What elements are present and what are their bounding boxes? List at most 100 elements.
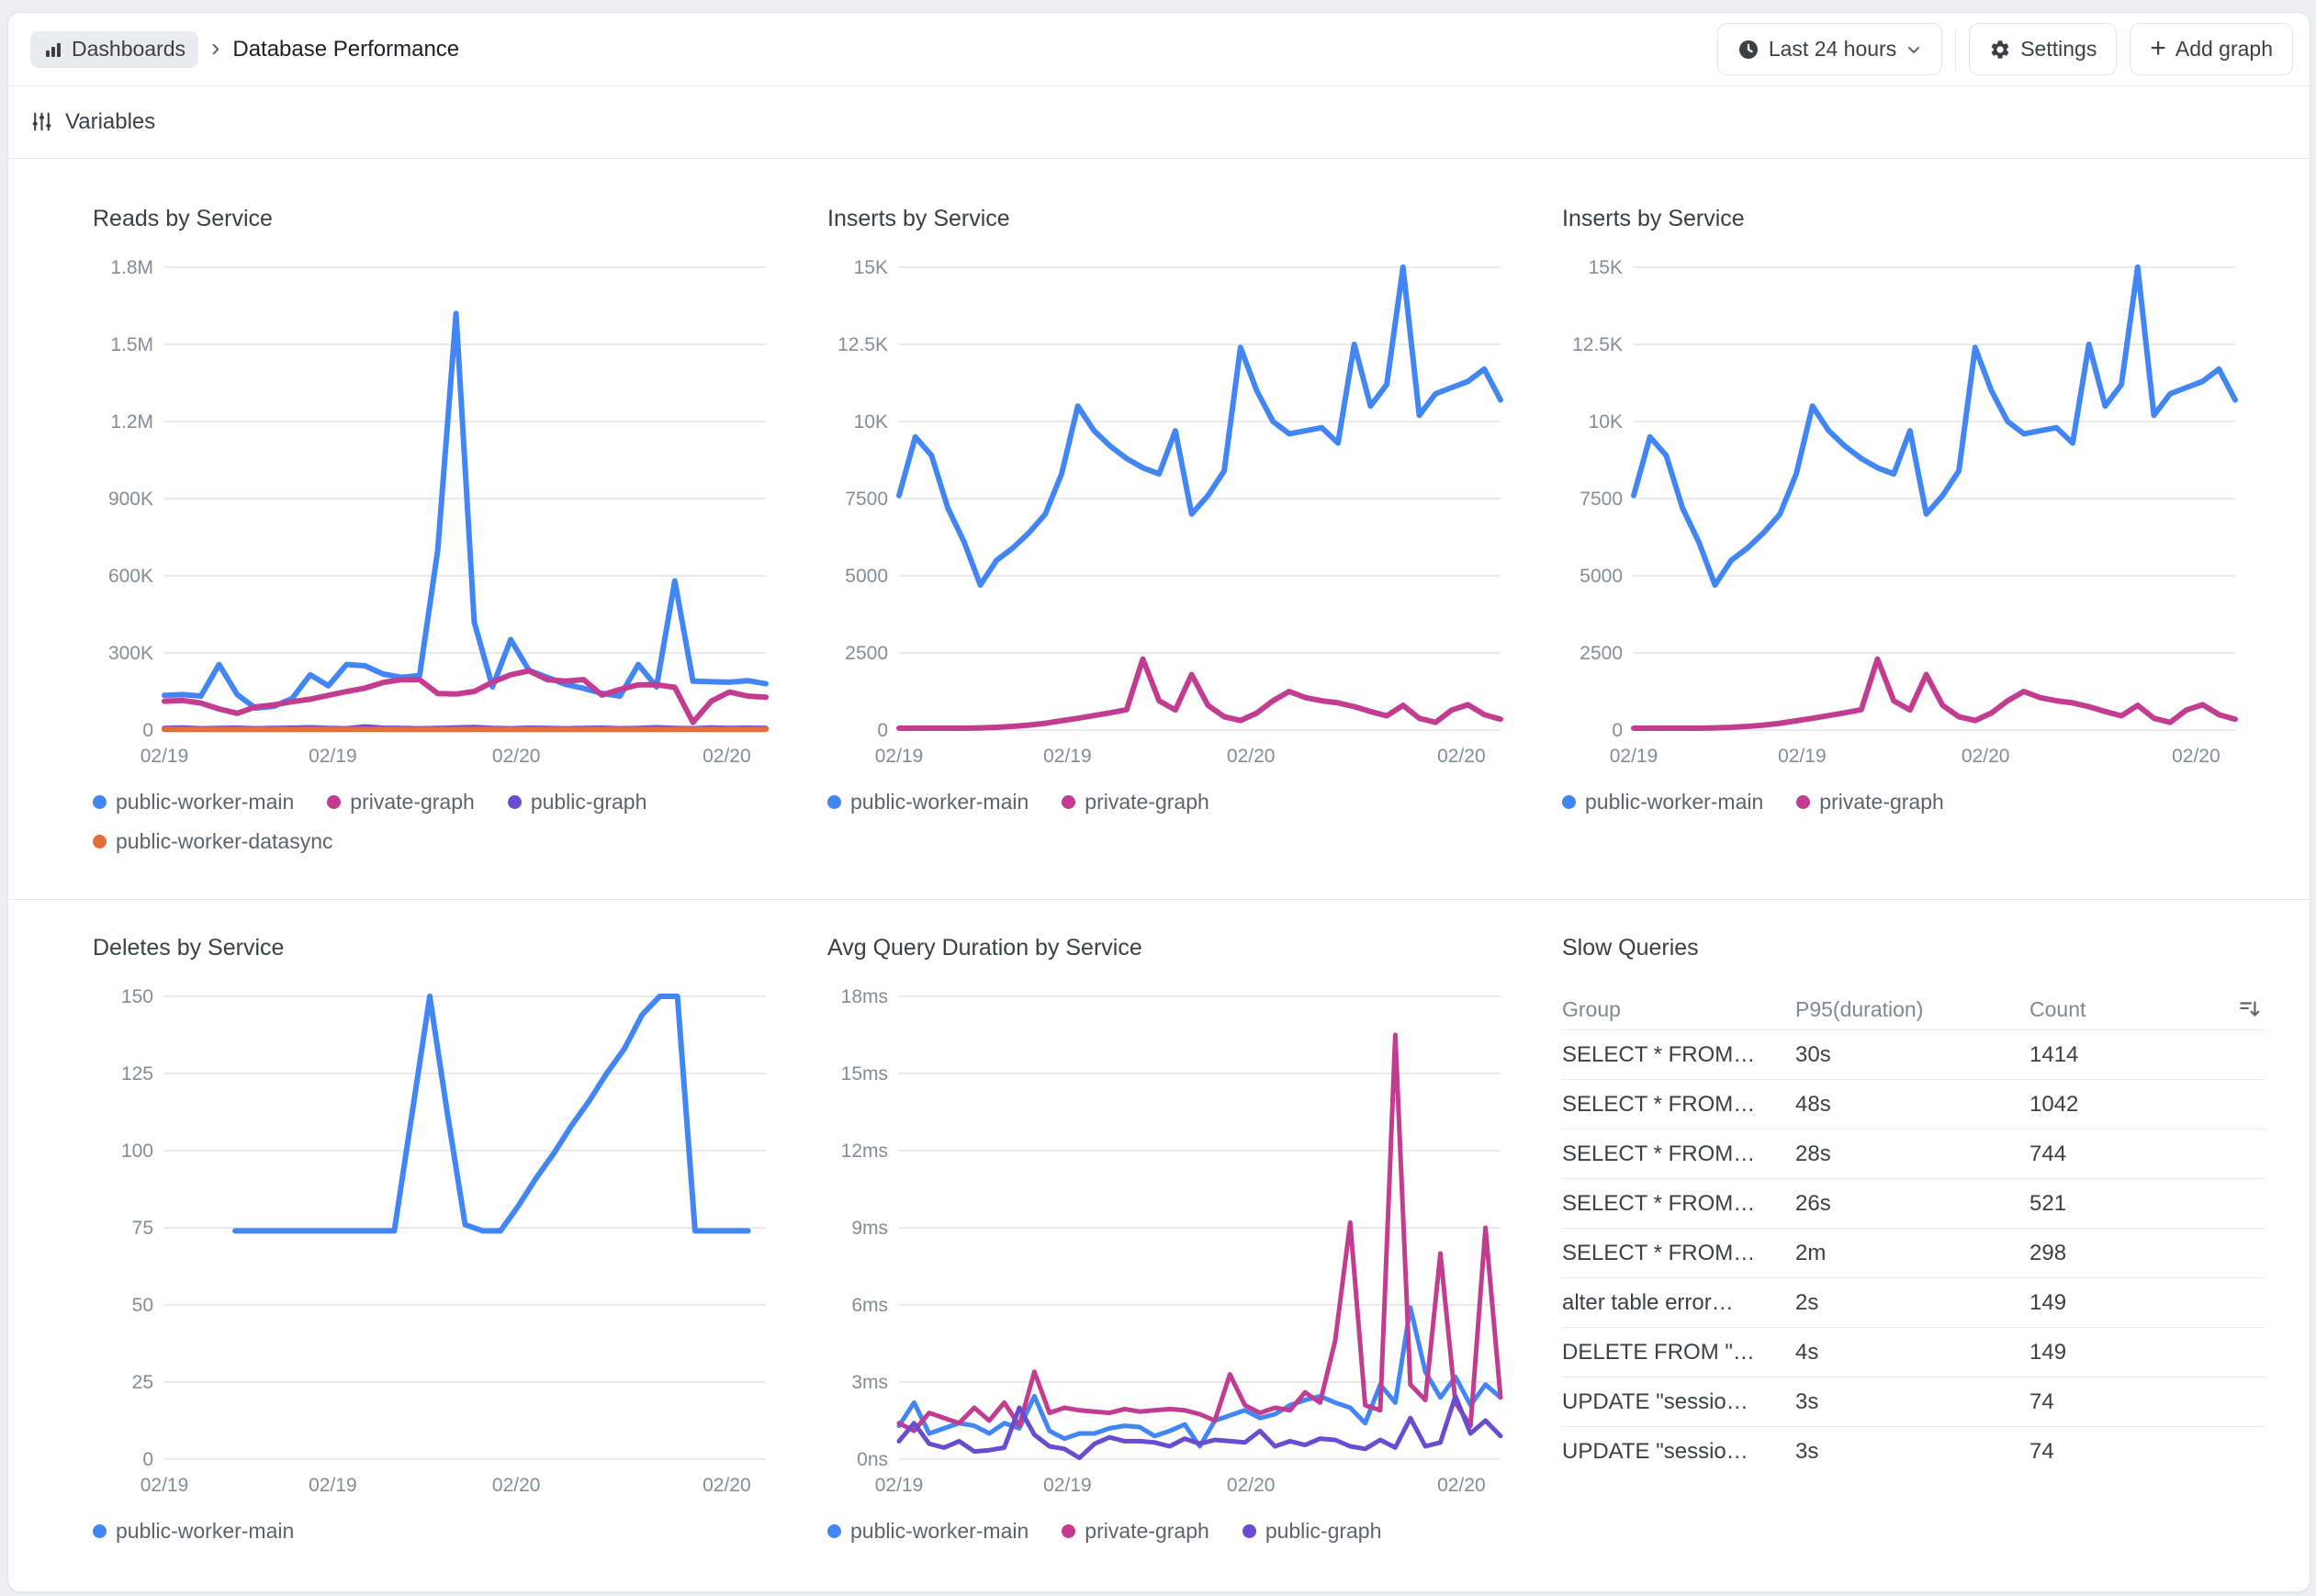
legend-label: public-worker-main bbox=[850, 790, 1029, 814]
legend-item[interactable]: private-graph bbox=[327, 790, 475, 815]
table-row[interactable]: alter table error… 2s 149 bbox=[1562, 1277, 2265, 1327]
svg-text:1.2M: 1.2M bbox=[110, 411, 153, 433]
table-row[interactable]: SELECT * FROM… 26s 521 bbox=[1562, 1178, 2265, 1228]
svg-text:02/19: 02/19 bbox=[1043, 746, 1092, 767]
legend-item[interactable]: public-worker-main bbox=[93, 1519, 294, 1544]
chart-legend: public-worker-main private-graph public-gr… bbox=[827, 1519, 1531, 1544]
svg-text:02/20: 02/20 bbox=[1962, 746, 2010, 767]
svg-text:125: 125 bbox=[121, 1063, 153, 1085]
header: Dashboards › Database Performance Last 2… bbox=[8, 13, 2310, 85]
svg-text:02/19: 02/19 bbox=[309, 746, 357, 767]
svg-text:02/19: 02/19 bbox=[1610, 746, 1658, 767]
add-graph-button[interactable]: + Add graph bbox=[2130, 23, 2293, 75]
panel-inserts-by-service: Inserts by Service 15K 12.5K 10K 7500 5000 25… bbox=[827, 205, 1531, 815]
sliders-icon bbox=[30, 110, 53, 133]
legend-item[interactable]: private-graph bbox=[1062, 1519, 1209, 1544]
table-row[interactable]: UPDATE "sessio… 3s 74 bbox=[1562, 1377, 2265, 1426]
svg-text:02/19: 02/19 bbox=[1043, 1475, 1092, 1496]
svg-text:600K: 600K bbox=[108, 566, 153, 587]
panel-title: Deletes by Service bbox=[93, 935, 285, 961]
chevron-down-icon bbox=[1906, 41, 1922, 58]
cell-group: SELECT * FROM… bbox=[1562, 1190, 1756, 1216]
line-chart: 150 125 100 75 50 25 0 02/19 02/19 02/20 02/20 bbox=[93, 986, 796, 1508]
svg-text:0ns: 0ns bbox=[857, 1449, 888, 1470]
legend-item[interactable]: public-worker-main bbox=[827, 790, 1029, 815]
legend-label: public-graph bbox=[1265, 1519, 1382, 1543]
svg-text:02/20: 02/20 bbox=[703, 746, 751, 767]
legend-dot bbox=[327, 795, 342, 809]
panel-title: Reads by Service bbox=[93, 206, 273, 231]
svg-text:7500: 7500 bbox=[845, 489, 888, 510]
svg-text:0: 0 bbox=[1612, 720, 1623, 741]
svg-text:12.5K: 12.5K bbox=[1572, 334, 1623, 355]
legend-item[interactable]: public-graph bbox=[1242, 1519, 1382, 1544]
time-range-button[interactable]: Last 24 hours bbox=[1716, 23, 1943, 75]
svg-text:02/19: 02/19 bbox=[141, 1475, 189, 1496]
table-row[interactable]: UPDATE "sessio… 3s 74 bbox=[1562, 1426, 2265, 1476]
legend-dot bbox=[827, 1524, 841, 1538]
cell-count: 149 bbox=[2029, 1339, 2067, 1365]
panel-reads-by-service: Reads by Service 1.8M 1.5M 1.2M 900K 600K 300… bbox=[93, 205, 796, 854]
svg-text:02/20: 02/20 bbox=[1437, 1475, 1486, 1496]
sort-descending-icon[interactable] bbox=[2234, 997, 2265, 1021]
svg-text:15K: 15K bbox=[854, 260, 888, 278]
svg-text:0: 0 bbox=[142, 1449, 153, 1470]
variables-divider bbox=[8, 158, 2310, 159]
table-header: Group P95(duration) Count bbox=[1562, 989, 2265, 1029]
legend-item[interactable]: public-graph bbox=[507, 790, 646, 815]
column-header-group[interactable]: Group bbox=[1562, 996, 1621, 1021]
variables-row[interactable]: Variables bbox=[30, 85, 155, 158]
table-row[interactable]: SELECT * FROM… 48s 1042 bbox=[1562, 1079, 2265, 1129]
cell-p95: 28s bbox=[1795, 1141, 1831, 1166]
cell-count: 744 bbox=[2029, 1141, 2067, 1166]
table-row[interactable]: SELECT * FROM… 2m 298 bbox=[1562, 1228, 2265, 1277]
line-chart-svg: 15K 12.5K 10K 7500 5000 2500 0 02/19 02/19 02/20 0… bbox=[838, 257, 1503, 767]
legend-item[interactable]: public-worker-main bbox=[827, 1519, 1029, 1544]
svg-text:12.5K: 12.5K bbox=[838, 334, 888, 355]
line-chart-svg: 150 125 100 75 50 25 0 02/19 02/19 02/20 02/20 bbox=[121, 986, 766, 1496]
time-range-label: Last 24 hours bbox=[1768, 37, 1897, 61]
settings-button[interactable]: Settings bbox=[1969, 23, 2118, 75]
legend-dot bbox=[827, 795, 841, 809]
legend-dot bbox=[93, 795, 107, 809]
svg-text:02/20: 02/20 bbox=[1227, 746, 1276, 767]
cell-group: UPDATE "sessio… bbox=[1562, 1388, 1748, 1414]
legend-item[interactable]: private-graph bbox=[1062, 790, 1209, 815]
svg-text:02/19: 02/19 bbox=[1778, 746, 1827, 767]
breadcrumb-dashboards-chip[interactable]: Dashboards bbox=[30, 30, 199, 68]
chart-legend: public-worker-main private-graph bbox=[827, 790, 1531, 815]
line-chart: 1.8M 1.5M 1.2M 900K 600K 300K 0 02/19 02/19 02/20… bbox=[93, 257, 796, 779]
svg-text:3ms: 3ms bbox=[851, 1372, 888, 1393]
cell-group: SELECT * FROM… bbox=[1562, 1240, 1756, 1265]
cell-count: 149 bbox=[2029, 1289, 2067, 1315]
column-header-p95[interactable]: P95(duration) bbox=[1795, 996, 1924, 1021]
legend-dot bbox=[1062, 795, 1076, 809]
legend-item[interactable]: private-graph bbox=[1796, 790, 1944, 815]
chart-legend: public-worker-main bbox=[93, 1519, 796, 1544]
legend-item[interactable]: public-worker-main bbox=[1562, 790, 1763, 815]
column-header-count[interactable]: Count bbox=[2029, 996, 2086, 1021]
svg-text:1.5M: 1.5M bbox=[110, 334, 153, 355]
svg-text:1.8M: 1.8M bbox=[110, 260, 153, 278]
svg-text:0: 0 bbox=[142, 720, 153, 741]
table-row[interactable]: SELECT * FROM… 28s 744 bbox=[1562, 1129, 2265, 1178]
svg-text:18ms: 18ms bbox=[841, 989, 888, 1007]
table-row[interactable]: SELECT * FROM… 30s 1414 bbox=[1562, 1029, 2265, 1079]
panel-avg-query-duration: Avg Query Duration by Service 18ms 15ms 12… bbox=[827, 934, 1531, 1544]
line-chart: 15K 12.5K 10K 7500 5000 2500 0 02/19 02/19 02/20 0… bbox=[1562, 257, 2265, 779]
cell-p95: 30s bbox=[1795, 1041, 1831, 1067]
legend-item[interactable]: public-worker-datasync bbox=[93, 829, 332, 854]
cell-group: UPDATE "sessio… bbox=[1562, 1438, 1748, 1464]
cell-group: alter table error… bbox=[1562, 1289, 1734, 1315]
cell-group: DELETE FROM "… bbox=[1562, 1339, 1755, 1365]
legend-dot bbox=[507, 795, 522, 809]
panel-slow-queries: Slow Queries Group P95(duration) Count S… bbox=[1562, 934, 2265, 1476]
svg-text:15K: 15K bbox=[1589, 260, 1623, 278]
line-chart-svg: 18ms 15ms 12ms 9ms 6ms 3ms 0ns 02/19 02/19 02/20 0… bbox=[841, 986, 1503, 1496]
legend-dot bbox=[1796, 795, 1811, 809]
svg-text:5000: 5000 bbox=[1580, 566, 1623, 587]
table-row[interactable]: DELETE FROM "… 4s 149 bbox=[1562, 1327, 2265, 1377]
clock-icon bbox=[1737, 39, 1759, 61]
legend-item[interactable]: public-worker-main bbox=[93, 790, 294, 815]
table-body: SELECT * FROM… 30s 1414 SELECT * FROM… 48s 10… bbox=[1562, 1029, 2265, 1476]
